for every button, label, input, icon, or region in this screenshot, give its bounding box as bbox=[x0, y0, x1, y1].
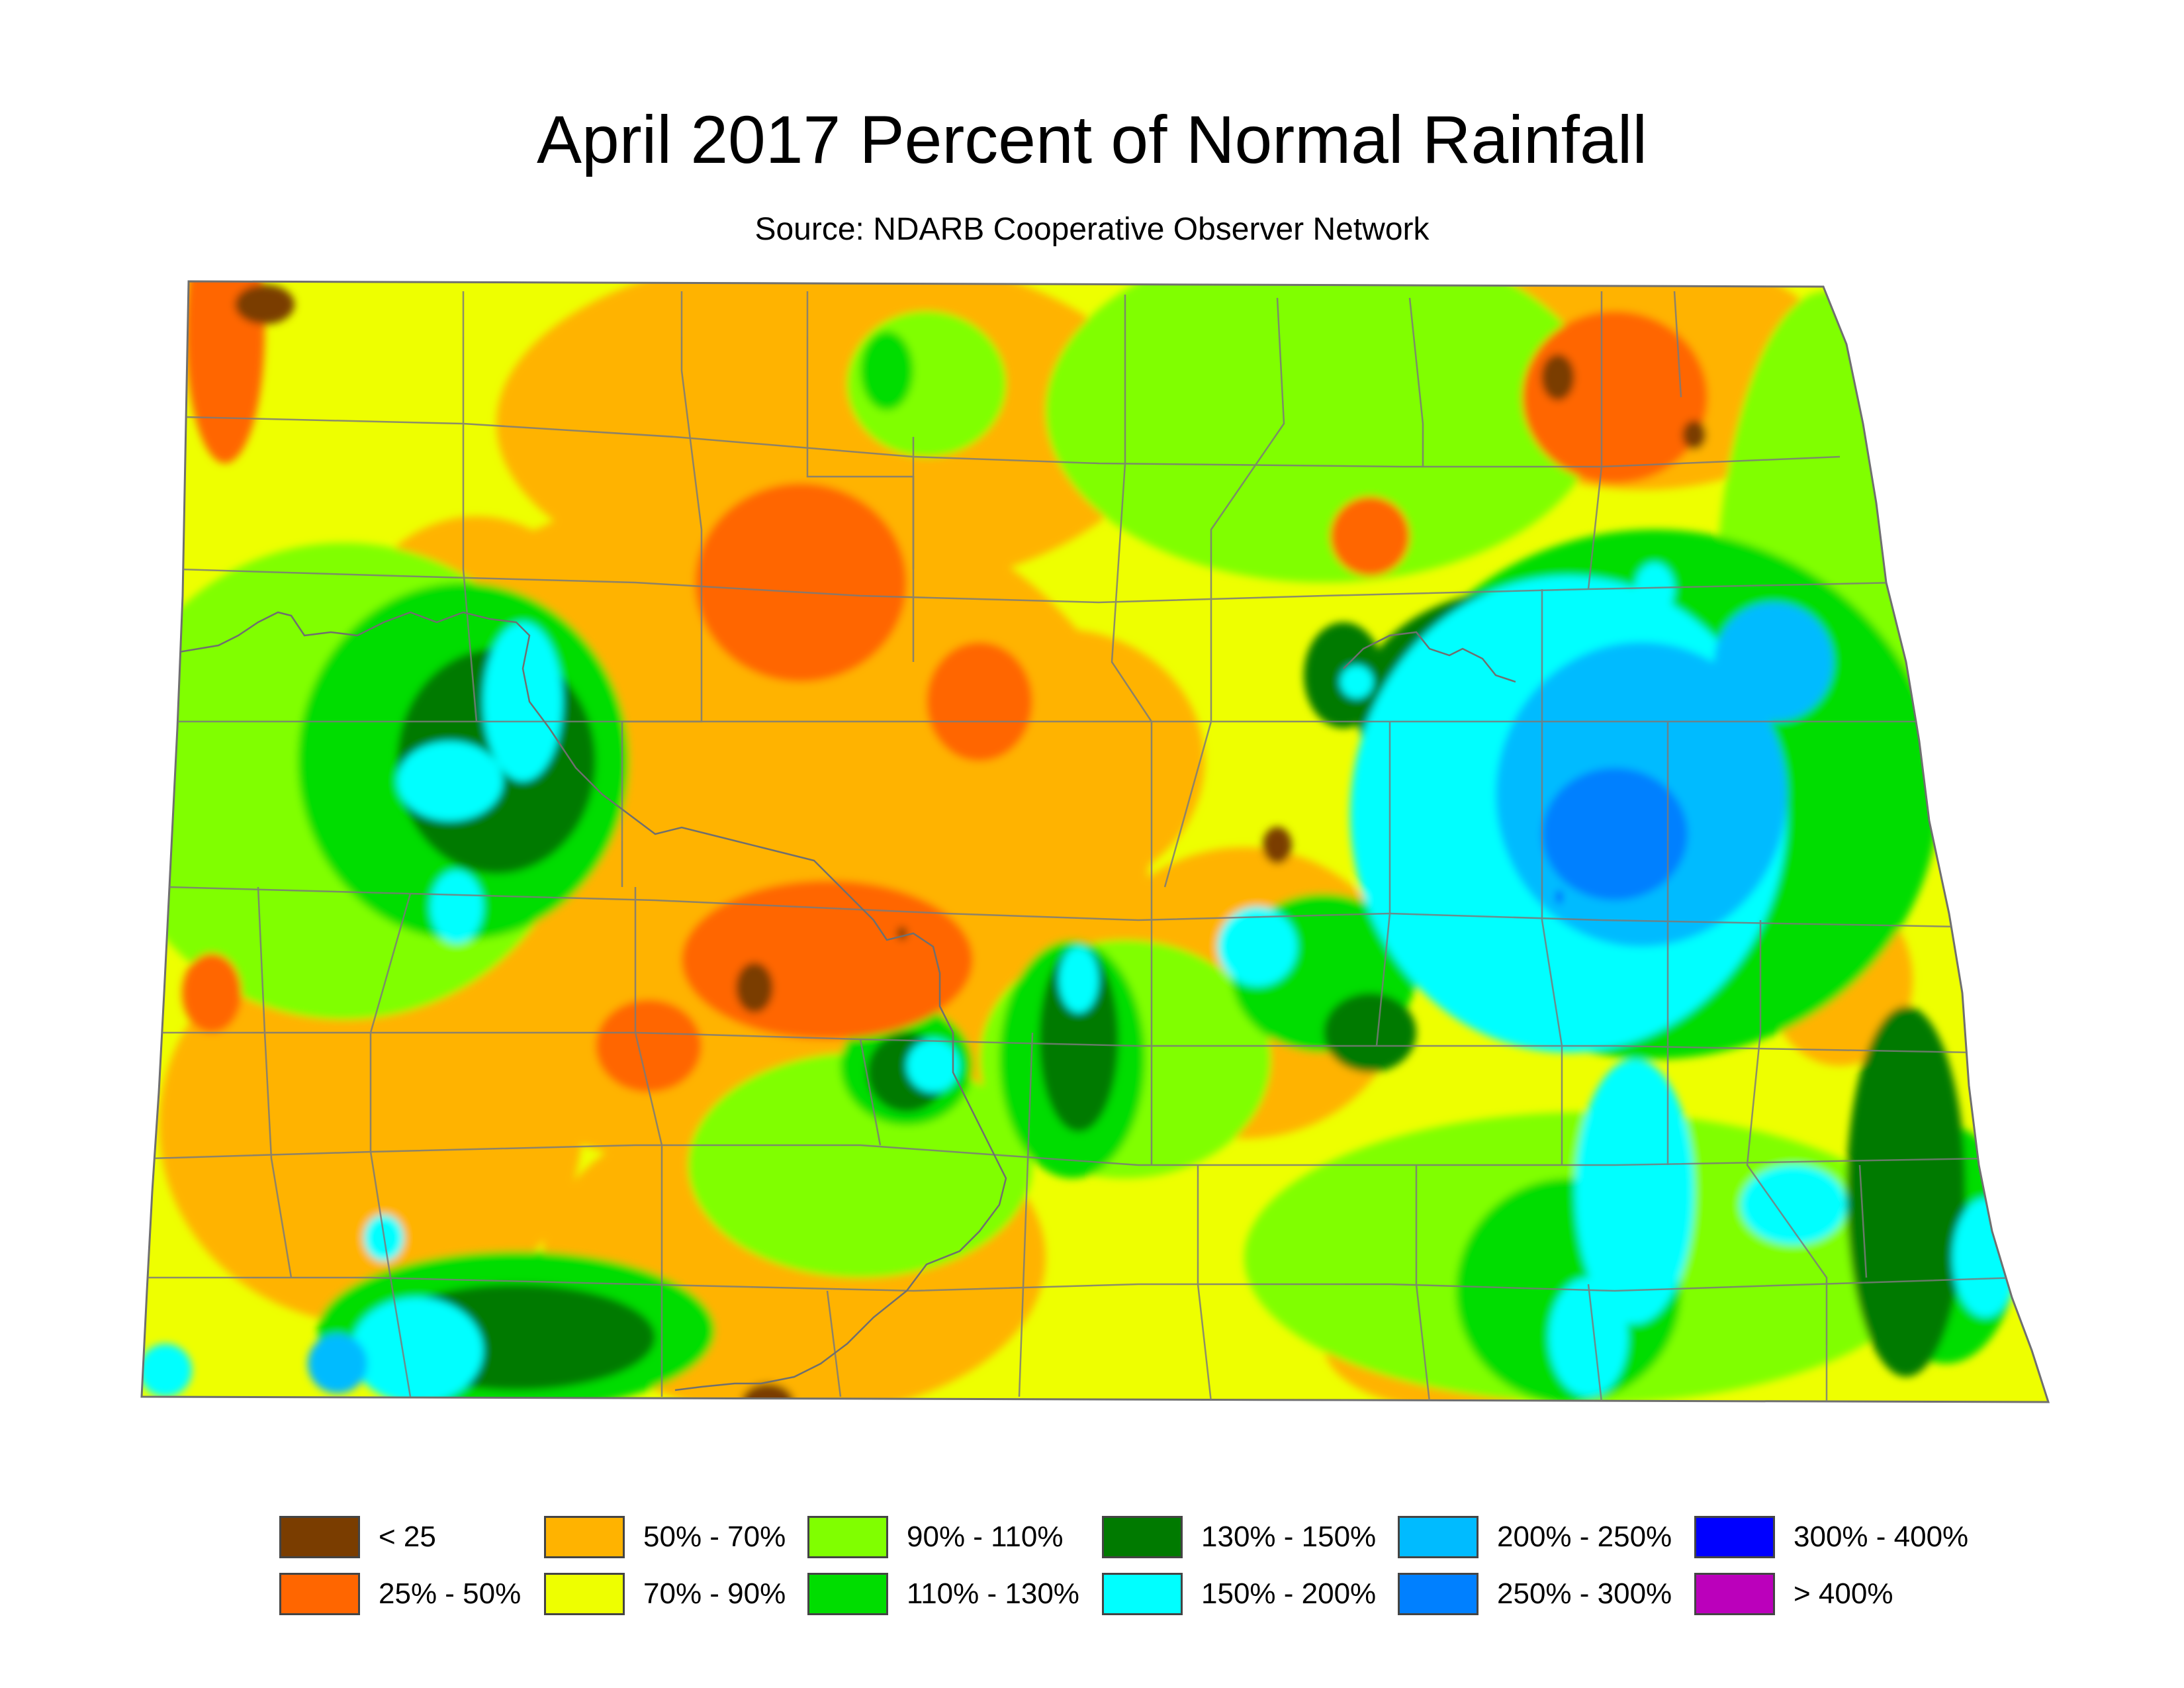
region-cyan-west-1 bbox=[483, 622, 563, 781]
legend-swatch bbox=[807, 1516, 888, 1558]
region-cyan-river bbox=[907, 1039, 960, 1092]
region-brown-central-2 bbox=[897, 927, 907, 940]
legend-swatch bbox=[807, 1573, 888, 1615]
region-cyan-se-blob bbox=[1549, 1278, 1628, 1397]
region-darkorange-north-east-spot bbox=[1330, 496, 1410, 576]
legend-swatch bbox=[1694, 1516, 1775, 1558]
legend-label: 150% - 200% bbox=[1201, 1577, 1377, 1610]
legend-label: 250% - 300% bbox=[1497, 1577, 1672, 1610]
region-cyan-southwest bbox=[351, 1297, 483, 1402]
region-cyan-east-tail bbox=[1575, 1059, 1694, 1324]
region-brown-northeast-2 bbox=[1682, 420, 1706, 449]
region-forest-central bbox=[1039, 947, 1118, 1132]
legend-swatch bbox=[1398, 1573, 1479, 1615]
legend-swatch bbox=[544, 1573, 625, 1615]
state-outline bbox=[140, 280, 2050, 1403]
region-deepblue-spot bbox=[1557, 890, 1562, 904]
legend-swatch bbox=[1102, 1573, 1183, 1615]
region-forest-far-east bbox=[1846, 1006, 1966, 1377]
region-brown-southwest bbox=[736, 962, 773, 1013]
missouri-river bbox=[178, 611, 1007, 1391]
region-cyan-north-spot bbox=[1340, 665, 1373, 698]
region-cyan-west-2 bbox=[397, 741, 503, 821]
region-green-north-central bbox=[1046, 281, 1602, 583]
region-brown-northwest bbox=[235, 285, 295, 324]
region-darkorange-northwest bbox=[185, 281, 265, 463]
county-boundaries bbox=[146, 291, 2019, 1402]
legend-label: 90% - 110% bbox=[907, 1521, 1064, 1553]
legend-swatch bbox=[279, 1573, 360, 1615]
lake-shoreline bbox=[1343, 631, 1516, 683]
region-orange-north-central bbox=[496, 281, 1158, 596]
legend-label: 300% - 400% bbox=[1794, 1521, 1969, 1553]
region-cyan-north-2 bbox=[1635, 563, 1674, 616]
legend-swatch bbox=[544, 1516, 625, 1558]
legend-swatch bbox=[1102, 1516, 1183, 1558]
region-blue-east-core bbox=[1542, 768, 1688, 900]
region-brown-south bbox=[741, 1383, 794, 1402]
region-cyan-southeast bbox=[1741, 1165, 1846, 1244]
region-darkorange-center bbox=[927, 642, 1032, 761]
legend-label: < 25 bbox=[379, 1521, 436, 1553]
region-forest-central-east bbox=[1324, 993, 1416, 1072]
legend-swatch bbox=[279, 1516, 360, 1558]
region-cyan-west-3 bbox=[430, 870, 483, 943]
region-darkgreen-north-spot bbox=[860, 331, 913, 410]
legend-label: 25% - 50% bbox=[379, 1577, 522, 1610]
region-brown-central bbox=[1263, 827, 1292, 864]
region-darkorange-northeast bbox=[1522, 311, 1707, 483]
legend-label: 50% - 70% bbox=[643, 1521, 786, 1553]
legend-swatch bbox=[1694, 1573, 1775, 1615]
legend-swatch bbox=[1398, 1516, 1479, 1558]
region-cyan-corner bbox=[142, 1344, 192, 1397]
legend-label: 130% - 150% bbox=[1201, 1521, 1377, 1553]
region-darkorange-north-central bbox=[695, 483, 907, 682]
region-cyan-central bbox=[1218, 907, 1297, 986]
map-title: April 2017 Percent of Normal Rainfall bbox=[536, 102, 1648, 177]
region-cyan-far-east bbox=[1952, 1198, 2019, 1317]
legend-label: > 400% bbox=[1794, 1577, 1893, 1610]
region-lightblue-southwest bbox=[308, 1334, 367, 1393]
map-subtitle: Source: NDARB Cooperative Observer Netwo… bbox=[754, 212, 1430, 247]
region-lightblue-east-2 bbox=[1714, 602, 1833, 722]
region-darkorange-west bbox=[182, 953, 242, 1033]
legend-label: 110% - 130% bbox=[907, 1577, 1079, 1610]
region-darkorange-southwest bbox=[596, 1000, 702, 1092]
region-brown-northeast bbox=[1541, 354, 1574, 400]
legend-label: 200% - 250% bbox=[1497, 1521, 1672, 1553]
legend-label: 70% - 90% bbox=[643, 1577, 786, 1610]
region-cyan-central-2 bbox=[1059, 947, 1099, 1013]
